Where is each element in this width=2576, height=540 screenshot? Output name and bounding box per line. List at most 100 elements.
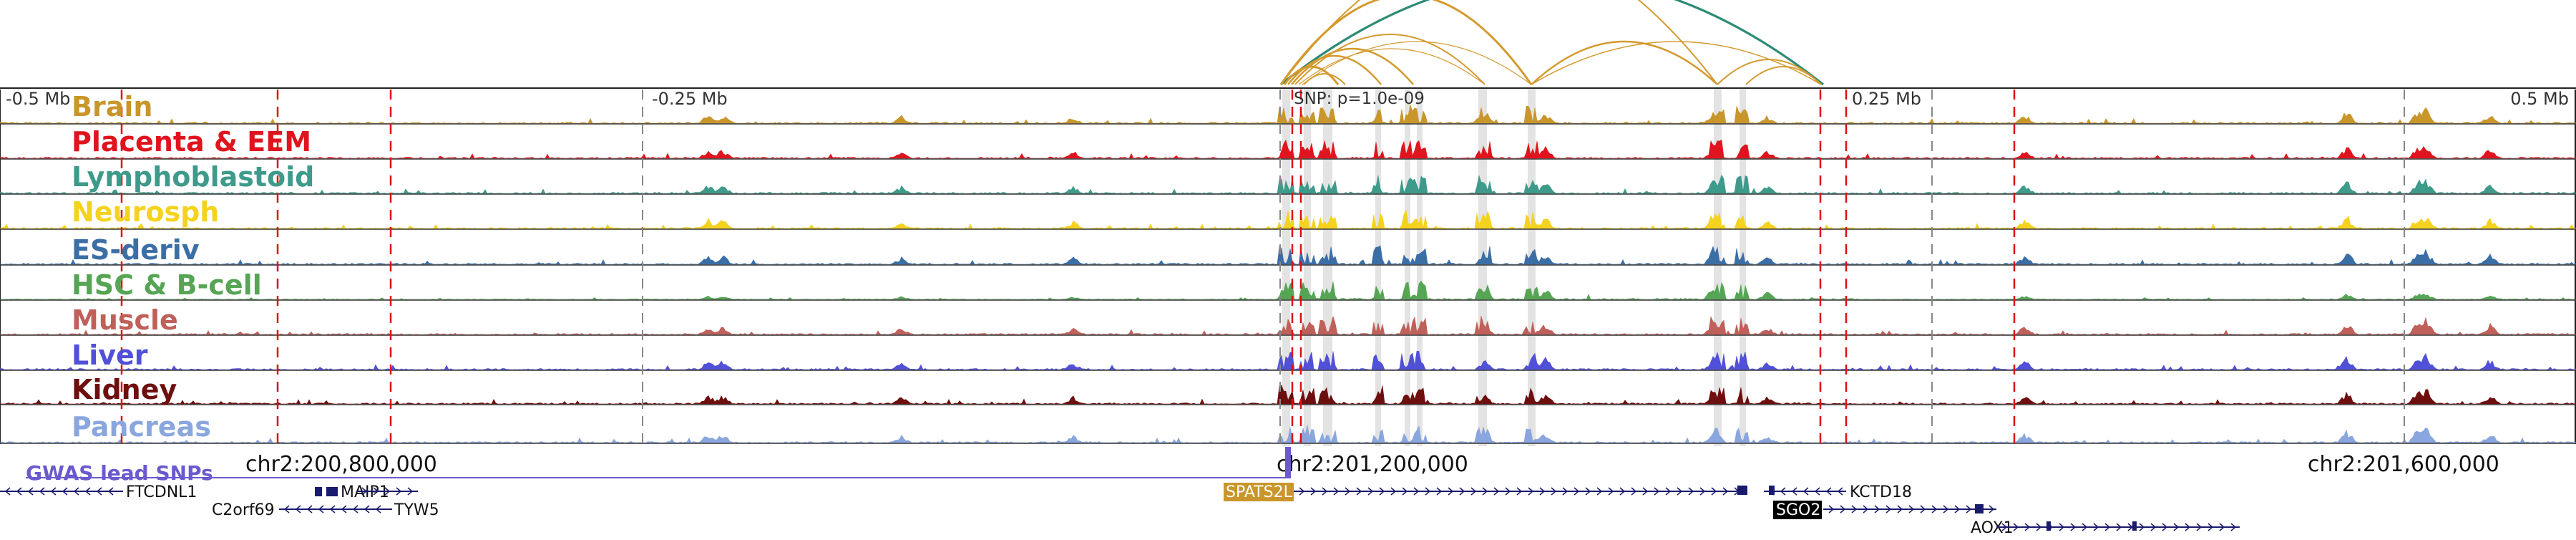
- strand-arrow: [27, 487, 34, 496]
- strand-arrow: [1322, 487, 1328, 496]
- exon-block-2: [1737, 486, 1747, 495]
- interaction-arc-10: [1531, 41, 1822, 85]
- track-label-brain: Brain: [72, 91, 152, 122]
- scale-right-label: 0.5 Mb: [2510, 89, 2569, 109]
- strand-arrow: [1505, 487, 1511, 496]
- strand-arrow: [1954, 505, 1961, 514]
- strand-arrow: [1885, 505, 1892, 514]
- scale-right-mid-label: 0.25 Mb: [1852, 89, 1921, 109]
- strand-arrow: [1654, 487, 1660, 496]
- gene-highlight-sgo2: [1773, 501, 1822, 519]
- enhancer-highlight-band: [1304, 88, 1311, 446]
- strand-arrow: [329, 505, 336, 514]
- exon-block-0: [315, 487, 322, 496]
- strand-arrow: [1413, 487, 1420, 496]
- strand-arrow: [1989, 505, 1995, 514]
- strand-arrow: [2162, 523, 2168, 531]
- strand-arrow: [2139, 523, 2145, 531]
- strand-arrow: [4, 487, 11, 496]
- strand-arrow: [1608, 487, 1614, 496]
- strand-arrow: [2185, 523, 2191, 531]
- strand-arrow: [73, 487, 79, 496]
- interaction-arc-8: [1298, 48, 1485, 85]
- signal-tracks: [0, 87, 2576, 446]
- strand-arrow: [1677, 487, 1683, 496]
- strand-arrow: [2082, 523, 2088, 531]
- track-label-liver: Liver: [72, 339, 148, 371]
- strand-arrow: [1459, 487, 1465, 496]
- strand-arrow: [384, 487, 391, 496]
- track-label-pancreas: Pancreas: [72, 411, 211, 443]
- strand-arrow: [407, 487, 414, 496]
- strand-arrow: [1828, 505, 1835, 514]
- strand-arrow: [1539, 487, 1546, 496]
- strand-arrow: [1814, 487, 1820, 496]
- strand-arrow: [39, 487, 45, 496]
- strand-arrow: [1966, 505, 1972, 514]
- scale-left-label: -0.5 Mb: [6, 89, 70, 109]
- snp-pvalue-label: SNP: p=1.0e-09: [1294, 90, 1425, 108]
- enhancer-highlight-band: [1323, 88, 1332, 446]
- strand-arrow: [1931, 505, 1938, 514]
- strand-arrow: [2230, 523, 2237, 531]
- strand-arrow: [1631, 487, 1637, 496]
- strand-arrow: [1551, 487, 1557, 496]
- strand-arrow: [295, 505, 301, 514]
- strand-arrow: [373, 487, 379, 496]
- track-label-hsc-bcell: HSC & B-cell: [72, 269, 262, 301]
- strand-arrow: [2024, 523, 2031, 531]
- strand-arrow: [2219, 523, 2225, 531]
- strand-arrow: [1619, 487, 1626, 496]
- interaction-arc-0: [1280, 0, 1824, 86]
- interaction-arc-7: [1294, 34, 1485, 85]
- strand-arrow: [396, 487, 402, 496]
- exon-block-3: [1769, 486, 1775, 495]
- scale-left-mid-label: -0.25 Mb: [652, 89, 728, 109]
- strand-arrow: [1642, 487, 1649, 496]
- enhancer-highlight-band: [1714, 88, 1722, 446]
- track-labels: Brain Placenta & EEM Lymphoblastoid Neur…: [72, 91, 314, 443]
- strand-arrow: [2150, 523, 2157, 531]
- strand-arrow: [1470, 487, 1477, 496]
- strand-arrow: [1482, 487, 1488, 496]
- signal-track-5: [0, 281, 2576, 300]
- strand-arrow: [1722, 487, 1729, 496]
- strand-arrow: [318, 505, 324, 514]
- chromatin-loops: [1279, 0, 1824, 86]
- strand-arrow: [1688, 487, 1694, 496]
- strand-arrow: [2013, 523, 2019, 531]
- coord-left: chr2:200,800,000: [245, 452, 437, 477]
- interaction-arc-13: [1303, 73, 1346, 85]
- gene-label-ftcdnl1: FTCDNL1: [126, 483, 197, 501]
- exon-block-5: [2046, 521, 2051, 531]
- signal-track-8: [0, 385, 2576, 405]
- strand-arrow: [1528, 487, 1534, 496]
- gwas-track-label: GWAS lead SNPs: [26, 461, 213, 485]
- strand-arrow: [1863, 505, 1869, 514]
- interaction-arc-2: [1531, 40, 1718, 85]
- strand-arrow: [1493, 487, 1500, 496]
- track-label-kidney: Kidney: [72, 374, 177, 405]
- signal-track-7: [0, 350, 2576, 370]
- strand-arrow: [1825, 487, 1832, 496]
- track-label-neurosph: Neurosph: [72, 196, 219, 228]
- coord-center: chr2:201,200,000: [1277, 452, 1468, 477]
- signal-track-6: [0, 315, 2576, 335]
- gene-track: FTCDNL1 MAIP1 C2orf69 TYW5 SPATS2L KCTD1…: [0, 483, 2240, 537]
- strand-arrow: [1665, 487, 1672, 496]
- interaction-arc-9: [1302, 41, 1532, 85]
- gene-label-kctd18: KCTD18: [1850, 483, 1912, 501]
- signal-track-3: [0, 209, 2576, 229]
- signal-track-9: [0, 425, 2576, 443]
- enhancer-highlight-band: [1528, 88, 1536, 446]
- strand-arrow: [1356, 487, 1362, 496]
- strand-arrow: [1562, 487, 1568, 496]
- track-label-es-deriv: ES-deriv: [72, 234, 200, 266]
- signal-track-1: [0, 139, 2576, 159]
- enhancer-highlight-band: [1405, 88, 1410, 446]
- strand-arrow: [107, 487, 114, 496]
- enhancer-highlight-band: [1375, 88, 1381, 446]
- gene-highlight-spats2l: [1224, 483, 1294, 501]
- exon-block-4: [1975, 504, 1984, 514]
